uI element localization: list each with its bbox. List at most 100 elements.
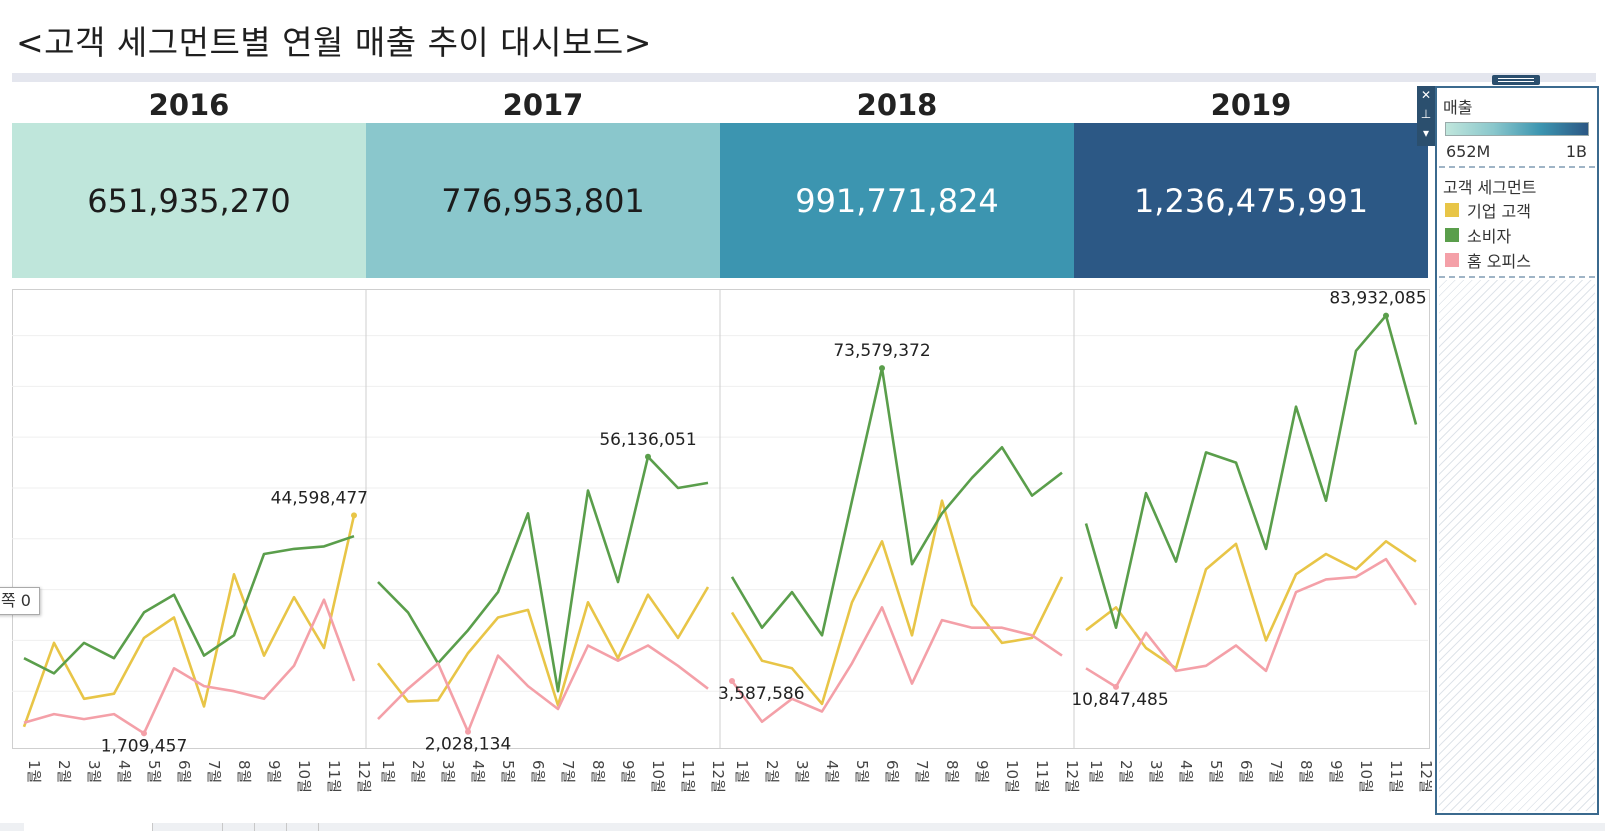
gradient-max-label: 1B [1565,142,1587,161]
monthly-sales-line-chart[interactable]: 44,598,477 1,709,457 56,136,051 2,028,134 73… [0,0,1432,823]
month-tick-label: 11월 [1033,760,1051,793]
gradient-min-label: 652M [1446,142,1491,161]
month-tick-label: 2월 [1117,760,1135,783]
legend-item-home-office[interactable]: 홈 오피스 [1445,248,1531,272]
annotation-point [879,365,885,372]
data-label: 56,136,051 [599,430,696,450]
series-line-홈 오피스-2019 [1085,557,1418,689]
month-tick-label: 7월 [559,760,577,783]
close-icon[interactable]: ✕ [1420,88,1432,102]
legend-panel: 매출 652M 1B 고객 세그먼트 기업 고객 소비자 홈 오피스 [1435,86,1599,815]
annotation-point [351,512,357,519]
month-tick-label: 11월 [679,760,697,793]
series-line-홈 오피스-2016 [23,598,356,735]
annotation-point [141,730,147,737]
legend-label: 기업 고객 [1467,202,1531,221]
year-header-2018: 2018 [856,88,938,122]
month-tick-label: 3월 [793,760,811,783]
kpi-total-2018[interactable]: 991,771,824 [720,123,1074,278]
month-tick-label: 10월 [1357,760,1375,793]
pin-icon[interactable]: ⊥ [1420,107,1432,121]
sheet-tab-active[interactable] [24,823,153,831]
dashboard-title: <고객 세그먼트별 연월 매출 추이 대시보드> [16,23,652,62]
year-header-2017: 2017 [502,88,584,122]
month-tick-label: 12월 [355,760,373,793]
series-line-기업 고객-2017 [376,586,710,707]
series-line-기업 고객-2018 [730,499,1064,706]
month-tick-label: 6월 [529,760,547,783]
month-tick-label: 3월 [1147,760,1165,783]
month-tick-label: 9월 [619,760,637,783]
title-divider [12,73,1596,82]
kpi-value: 991,771,824 [795,181,999,220]
kpi-total-2017[interactable]: 776,953,801 [366,123,720,278]
month-tick-label: 10월 [649,760,667,793]
month-tick-label: 5월 [853,760,871,783]
month-tick-label: 6월 [1237,760,1255,783]
series-line-소비자-2019 [1084,314,1418,630]
data-label: 44,598,477 [271,488,368,508]
legend-controls: ✕ ⊥ ▾ [1417,86,1435,146]
legend-drag-handle[interactable] [1492,75,1540,85]
legend-swatch [1445,253,1459,267]
month-tick-label: 10월 [295,760,313,793]
month-tick-label: 2월 [55,760,73,783]
annotation-point [729,678,735,685]
month-tick-label: 4월 [115,760,133,783]
kpi-value: 651,935,270 [87,181,291,220]
sheet-tab[interactable] [254,823,287,831]
month-tick-label: 12월 [1417,760,1432,793]
month-tick-label: 10월 [1003,760,1021,793]
series-line-홈 오피스-2018 [730,606,1063,724]
month-tick-label: 7월 [913,760,931,783]
sheet-tab[interactable] [286,823,319,831]
sales-gradient-bar [1445,122,1589,136]
month-tick-label: 1월 [733,760,751,783]
month-tick-label: 7월 [1267,760,1285,783]
annotation-point [1113,683,1119,690]
series-line-홈 오피스-2017 [377,644,709,734]
month-tick-label: 9월 [1327,760,1345,783]
annotation-point [465,728,471,735]
dropdown-icon[interactable]: ▾ [1422,126,1430,140]
data-label: 1,709,457 [101,736,188,756]
data-label: 10,847,485 [1071,690,1168,710]
series-line-소비자-2018 [730,366,1063,637]
legend-swatch [1445,228,1459,242]
month-tick-label: 12월 [709,760,727,793]
data-label: 2,028,134 [425,735,512,755]
kpi-total-2016[interactable]: 651,935,270 [12,123,366,278]
kpi-total-2019[interactable]: 1,236,475,991 [1074,123,1428,278]
legend-item-consumer[interactable]: 소비자 [1445,223,1511,247]
month-tick-label: 1월 [379,760,397,783]
month-tick-label: 5월 [1207,760,1225,783]
sheet-tab[interactable] [0,823,25,831]
month-tick-label: 9월 [265,760,283,783]
month-tick-label: 2월 [409,760,427,783]
month-tick-label: 6월 [175,760,193,783]
series-line-소비자-2016 [23,534,355,675]
month-tick-label: 1월 [1087,760,1105,783]
month-tick-label: 4월 [823,760,841,783]
line-chart-frame [12,289,1430,749]
series-line-소비자-2017 [377,455,709,693]
month-tick-label: 4월 [1177,760,1195,783]
sheet-tab[interactable] [222,823,255,831]
legend-swatch [1445,203,1459,217]
month-tick-label: 8월 [943,760,961,783]
month-tick-label: 4월 [469,760,487,783]
color-legend-title: 매출 [1443,98,1473,117]
data-label: 83,932,085 [1329,289,1426,309]
annotation-point [1383,312,1389,319]
month-tick-label: 1월 [25,760,43,783]
month-tick-label: 12월 [1063,760,1081,793]
kpi-value: 1,236,475,991 [1133,181,1369,220]
legend-label: 홈 오피스 [1467,252,1531,271]
legend-item-corporate[interactable]: 기업 고객 [1445,198,1531,222]
month-tick-label: 9월 [973,760,991,783]
sheet-tab[interactable] [152,823,223,831]
month-tick-label: 7월 [205,760,223,783]
month-tick-label: 3월 [439,760,457,783]
year-header-2019: 2019 [1210,88,1292,122]
tooltip-stub: 쪽 0 [0,587,40,615]
